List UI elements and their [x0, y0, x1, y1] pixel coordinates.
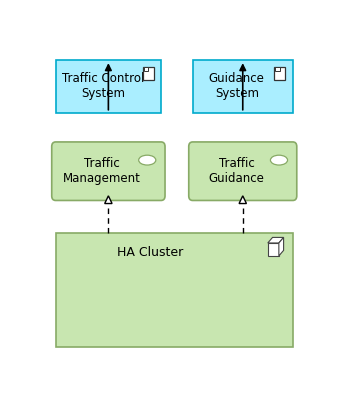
FancyBboxPatch shape [56, 233, 293, 347]
Ellipse shape [139, 155, 156, 165]
Text: Traffic
Management: Traffic Management [63, 157, 141, 185]
Polygon shape [268, 238, 284, 243]
Text: Traffic Control
System: Traffic Control System [62, 72, 144, 100]
Polygon shape [239, 196, 246, 204]
Polygon shape [105, 196, 112, 204]
Bar [268, 243, 279, 256]
FancyBboxPatch shape [193, 60, 293, 113]
Text: HA Cluster: HA Cluster [117, 246, 184, 259]
Text: Traffic
Guidance: Traffic Guidance [209, 157, 265, 185]
FancyBboxPatch shape [189, 142, 297, 200]
Bar [275, 68, 280, 71]
Polygon shape [279, 238, 284, 256]
Ellipse shape [270, 155, 288, 165]
Bar [143, 68, 154, 80]
Text: Guidance
System: Guidance System [209, 72, 265, 100]
Bar [274, 68, 286, 80]
FancyBboxPatch shape [52, 142, 165, 200]
FancyBboxPatch shape [56, 60, 161, 113]
Bar [143, 68, 149, 71]
